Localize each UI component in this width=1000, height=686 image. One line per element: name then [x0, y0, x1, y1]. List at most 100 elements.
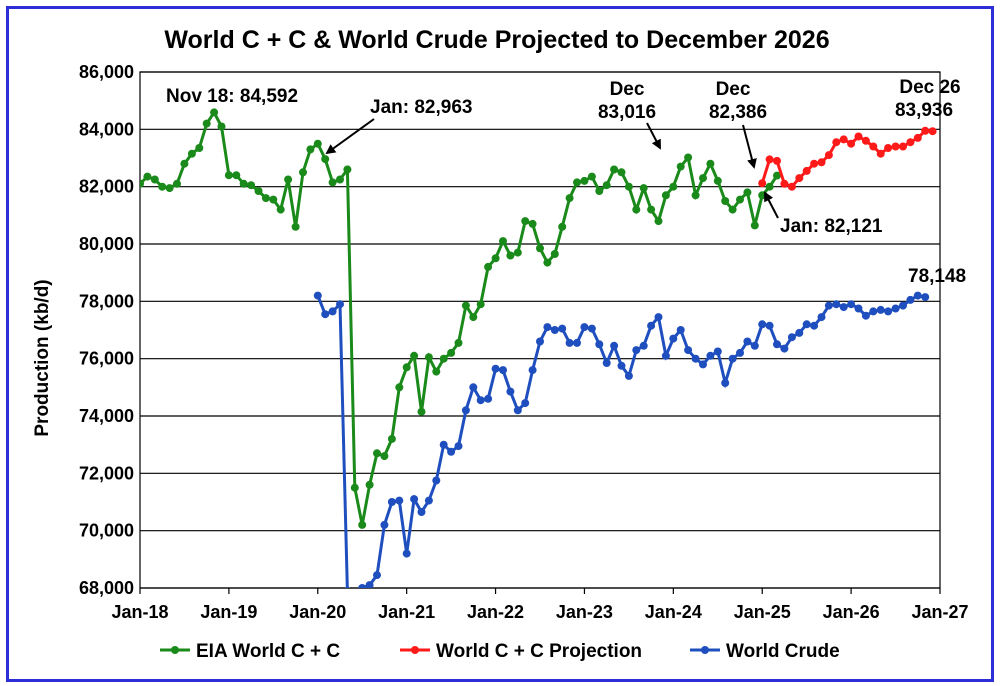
data-point: [565, 194, 574, 203]
series-1: [758, 126, 937, 191]
data-point: [343, 165, 352, 174]
data-point: [291, 222, 300, 231]
series-layer: [140, 108, 937, 588]
data-point: [661, 351, 670, 360]
data-point: [365, 581, 374, 588]
data-point: [210, 108, 219, 117]
series-2: [313, 291, 930, 588]
gridlines: [140, 71, 940, 589]
data-point: [721, 197, 730, 205]
annotation-arrow-jan20: [325, 118, 375, 155]
data-point: [639, 341, 648, 350]
data-point: [676, 162, 685, 171]
data-point: [521, 217, 530, 226]
data-point: [261, 194, 270, 203]
data-point: [654, 313, 663, 322]
legend-label: World C + C Projection: [436, 641, 642, 662]
data-point: [632, 346, 641, 355]
data-point: [773, 171, 781, 180]
annotation-arrow-dec23: [646, 122, 661, 150]
x-tick-label: Jan-20: [289, 602, 346, 622]
legend-item-1: World C + C Projection: [400, 641, 642, 662]
x-tick-label: Jan-26: [823, 602, 880, 622]
data-point: [869, 307, 878, 316]
annotation-dec24-value: 82,386: [709, 102, 767, 123]
data-point: [750, 341, 759, 350]
data-point: [765, 155, 774, 164]
legend-label: World Crude: [726, 641, 840, 662]
data-point: [602, 181, 611, 190]
y-tick-label: 78,000: [79, 291, 134, 311]
data-point: [432, 476, 441, 485]
data-point: [854, 132, 863, 141]
data-point: [506, 387, 515, 396]
data-point: [321, 310, 330, 319]
data-point: [750, 221, 759, 230]
annotation-dec26-value: 83,936: [895, 100, 953, 121]
annotation-dec24-label: Dec: [716, 79, 751, 100]
data-point: [528, 366, 537, 375]
data-point: [891, 304, 900, 313]
data-point: [254, 187, 263, 195]
data-point: [521, 399, 530, 408]
data-point: [832, 138, 841, 147]
data-point: [610, 341, 619, 350]
data-point: [839, 303, 848, 312]
data-point: [773, 156, 781, 165]
data-point: [232, 171, 241, 180]
data-point: [899, 142, 907, 151]
data-point: [476, 300, 485, 309]
data-point: [743, 337, 752, 346]
data-point: [239, 179, 248, 188]
data-point: [140, 179, 144, 188]
data-point: [513, 406, 522, 415]
data-point: [684, 346, 693, 355]
data-point: [150, 175, 159, 184]
data-point: [424, 496, 433, 505]
data-point: [224, 171, 233, 180]
annotation-jan25: Jan: 82,121: [780, 216, 883, 237]
data-point: [573, 178, 581, 187]
data-point: [484, 394, 493, 403]
data-point: [491, 254, 500, 263]
data-point: [417, 508, 426, 516]
data-point: [884, 144, 893, 152]
data-point: [913, 291, 922, 300]
data-point: [284, 175, 293, 184]
y-tick-label: 84,000: [79, 119, 134, 139]
data-point: [869, 142, 878, 151]
data-point: [921, 126, 930, 135]
data-point: [543, 323, 552, 332]
data-point: [884, 307, 893, 316]
data-point: [395, 496, 404, 505]
data-point: [373, 449, 381, 458]
data-point: [461, 301, 470, 310]
data-point: [580, 176, 589, 185]
data-point: [536, 337, 544, 346]
data-point: [558, 222, 567, 231]
data-point: [328, 307, 337, 316]
data-point: [639, 184, 648, 193]
data-point: [617, 361, 626, 370]
data-point: [854, 304, 863, 313]
data-point: [306, 145, 315, 154]
data-point: [758, 320, 767, 329]
data-point: [173, 179, 181, 188]
data-point: [454, 338, 463, 347]
data-point: [765, 182, 774, 191]
data-point: [417, 407, 426, 416]
data-point: [321, 155, 330, 164]
data-point: [299, 168, 307, 177]
x-tick-label: Jan-24: [645, 602, 702, 622]
data-point: [432, 367, 441, 376]
data-point: [461, 406, 470, 415]
y-axis-label: Production (kb/d): [32, 279, 53, 436]
data-point: [861, 136, 870, 145]
data-point: [684, 153, 693, 162]
data-point: [165, 184, 174, 193]
data-point: [795, 174, 804, 183]
data-point: [513, 248, 522, 257]
data-point: [906, 295, 915, 304]
annotation-dec23-value: 83,016: [598, 102, 656, 123]
data-point: [780, 179, 789, 188]
